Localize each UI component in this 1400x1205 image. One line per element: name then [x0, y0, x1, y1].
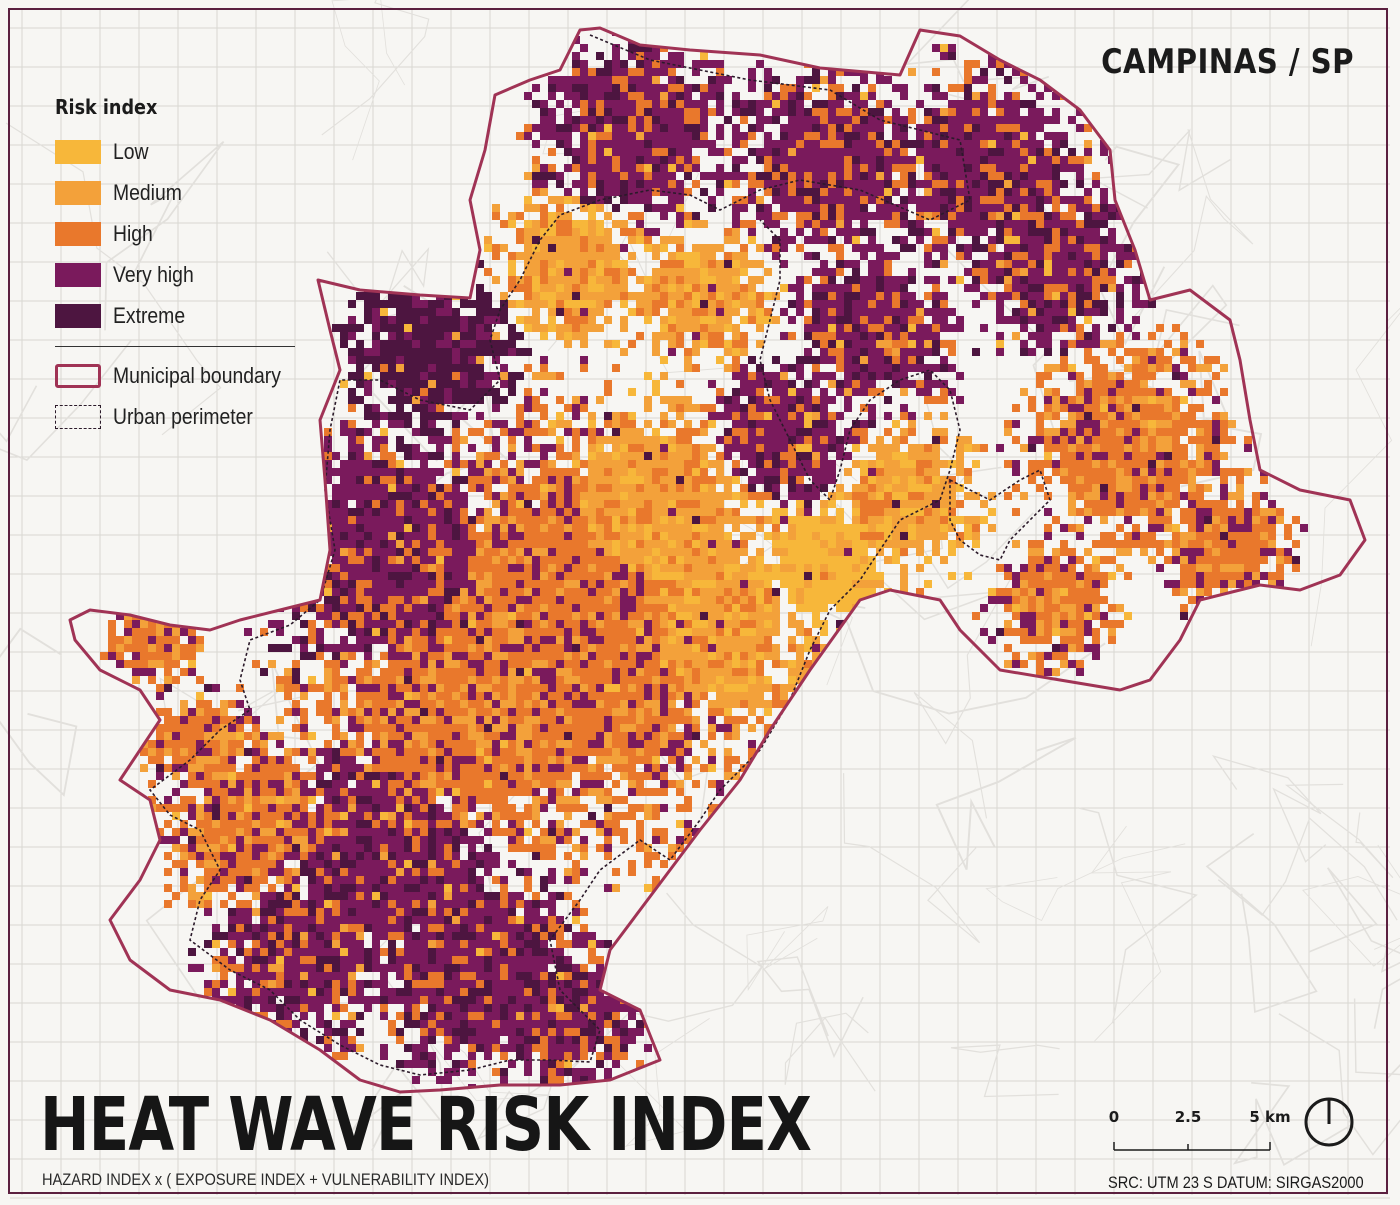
legend-item-urban-perimeter: Urban perimeter: [55, 396, 315, 437]
legend-label-high: High: [113, 220, 153, 246]
scale-bar: 0 2.5 5 km: [1108, 1108, 1291, 1158]
legend-label-very-high: Very high: [113, 261, 194, 287]
legend-item-low: Low: [55, 131, 315, 172]
municipal-boundary-line: [68, 26, 1367, 1094]
legend-label-municipal-boundary: Municipal boundary: [113, 362, 281, 388]
legend-swatch-medium: [55, 180, 101, 205]
city-label: CAMPINAS / SP: [1101, 42, 1354, 82]
legend-item-high: High: [55, 213, 315, 254]
urban-perimeter-east-line: [949, 468, 1051, 561]
legend-title: Risk index: [55, 95, 158, 119]
legend-swatch-low: [55, 139, 101, 164]
legend-divider: [55, 346, 295, 347]
legend-swatch-urban-perimeter: [55, 404, 101, 429]
crs-note: SRC: UTM 23 S DATUM: SIRGAS2000: [1108, 1173, 1364, 1192]
legend-label-extreme: Extreme: [113, 302, 186, 328]
legend-swatch-high: [55, 221, 101, 246]
scale-bar-graphic: [1113, 1142, 1271, 1151]
legend-label-low: Low: [113, 138, 149, 164]
urban-perimeter-line: [148, 34, 971, 1076]
scale-label-end: 5 km: [1249, 1108, 1291, 1126]
legend: Risk index Low Medium High Very high Ext…: [55, 95, 315, 437]
north-arrow-icon: [1304, 1097, 1354, 1147]
legend-label-medium: Medium: [113, 179, 182, 205]
legend-item-very-high: Very high: [55, 254, 315, 295]
legend-swatch-municipal-boundary: [55, 363, 101, 388]
legend-item-medium: Medium: [55, 172, 315, 213]
legend-item-extreme: Extreme: [55, 295, 315, 336]
legend-swatch-extreme: [55, 303, 101, 328]
map-title: HEAT WAVE RISK INDEX: [40, 1082, 812, 1168]
legend-label-urban-perimeter: Urban perimeter: [113, 403, 253, 429]
scale-label-mid: 2.5: [1174, 1108, 1202, 1126]
legend-swatch-very-high: [55, 262, 101, 287]
scale-label-0: 0: [1108, 1108, 1120, 1126]
map-subtitle: HAZARD INDEX x ( EXPOSURE INDEX + VULNER…: [42, 1170, 489, 1189]
legend-item-municipal-boundary: Municipal boundary: [55, 355, 315, 396]
